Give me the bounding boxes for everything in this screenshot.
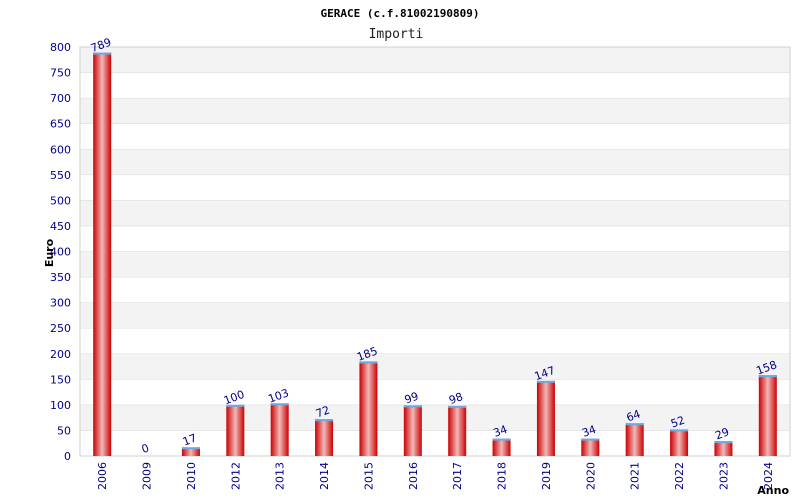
bar	[181, 447, 200, 456]
x-tick-label: 2023	[717, 462, 730, 490]
x-tick-label: 2016	[407, 462, 420, 490]
bar-cap	[359, 361, 378, 364]
x-tick-label: 2019	[540, 462, 553, 490]
data-label: 0	[140, 441, 151, 456]
bar-cap	[93, 52, 112, 55]
data-label: 34	[580, 423, 598, 440]
y-tick-label: 200	[50, 348, 71, 361]
bar-cap	[181, 447, 200, 450]
x-tick-label: 2012	[229, 462, 242, 490]
data-label: 34	[492, 423, 510, 440]
y-tick-label: 600	[50, 143, 71, 156]
bar	[758, 375, 777, 456]
y-tick-label: 250	[50, 322, 71, 335]
x-tick-label: 2013	[274, 462, 287, 490]
grid-band	[79, 97, 791, 124]
grid-band	[79, 225, 791, 252]
bar	[226, 404, 245, 456]
bar	[93, 52, 112, 456]
data-label: 52	[669, 414, 687, 431]
grid-band	[79, 174, 791, 201]
bar	[714, 441, 733, 456]
x-tick-label: 2018	[496, 462, 509, 490]
data-label: 64	[625, 407, 643, 424]
y-tick-label: 150	[50, 373, 71, 386]
data-label: 29	[713, 425, 731, 442]
bar	[492, 438, 511, 456]
x-tick-label: 2017	[451, 462, 464, 490]
grid-band	[79, 72, 791, 99]
plot-frame	[79, 46, 791, 457]
bar-cap	[670, 429, 689, 432]
bar	[536, 380, 555, 456]
y-tick-label: 500	[50, 194, 71, 207]
chart-subtitle: Importi	[369, 27, 424, 42]
bar-cap	[492, 438, 511, 441]
x-tick-label: 2021	[629, 462, 642, 490]
x-tick-label: 2022	[673, 462, 686, 490]
bar-cap	[625, 423, 644, 426]
x-tick-label: 2009	[141, 462, 154, 490]
bar	[315, 419, 334, 456]
y-tick-label: 450	[50, 220, 71, 233]
data-label: 98	[447, 390, 465, 407]
y-tick-label: 700	[50, 92, 71, 105]
y-tick-label: 650	[50, 118, 71, 131]
bar-cap	[270, 403, 289, 406]
bar-cap	[536, 380, 555, 383]
x-axis-ticks: 2006 2009 2010 2012 2013 2014 2015 2016 2017 2018…	[96, 462, 775, 490]
y-axis-label: Euro	[43, 238, 56, 267]
data-label: 99	[403, 390, 421, 407]
x-tick-label: 2015	[362, 462, 375, 490]
x-tick-label: 2020	[584, 462, 597, 490]
y-tick-label: 300	[50, 297, 71, 310]
grid-band	[79, 404, 791, 431]
bar	[403, 405, 422, 456]
grid-band	[79, 123, 791, 150]
bar-cap	[403, 405, 422, 408]
x-tick-label: 2014	[318, 462, 331, 490]
bar-cap	[581, 438, 600, 441]
grid-band	[79, 251, 791, 278]
y-tick-label: 100	[50, 399, 71, 412]
x-axis-label: Anno	[757, 484, 789, 497]
grid-band	[79, 302, 791, 329]
y-tick-label: 50	[57, 424, 71, 437]
data-label: 72	[314, 403, 332, 420]
chart-title: GERACE (c.f.81002190809)	[321, 7, 480, 20]
grid-band	[79, 327, 791, 354]
bar	[670, 429, 689, 456]
grid-band	[79, 46, 791, 73]
grid-band	[79, 276, 791, 303]
y-tick-label: 0	[64, 450, 71, 463]
grid-band	[79, 353, 791, 380]
x-tick-label: 2010	[185, 462, 198, 490]
y-tick-label: 800	[50, 41, 71, 54]
grid-band	[79, 149, 791, 176]
bar-cap	[226, 404, 245, 407]
bar-cap	[714, 441, 733, 444]
y-tick-label: 550	[50, 169, 71, 182]
bar-cap	[315, 419, 334, 422]
x-tick-label: 2024	[762, 462, 775, 490]
plot-background	[79, 46, 791, 457]
grid-band	[79, 379, 791, 406]
grid-band	[79, 200, 791, 227]
bar	[359, 361, 378, 456]
data-label: 17	[181, 432, 199, 449]
y-tick-label: 750	[50, 67, 71, 80]
bar	[625, 423, 644, 456]
y-tick-label: 350	[50, 271, 71, 284]
bar	[581, 438, 600, 456]
bar-cap	[758, 375, 777, 378]
bar	[448, 405, 467, 456]
y-tick-label: 400	[50, 246, 71, 259]
bar	[270, 403, 289, 456]
x-tick-label: 2006	[96, 462, 109, 490]
bar-cap	[448, 405, 467, 408]
y-axis-ticks: 0 50 100 150 200 250 300 350 400 450 500 550 600 650 7…	[50, 41, 71, 463]
